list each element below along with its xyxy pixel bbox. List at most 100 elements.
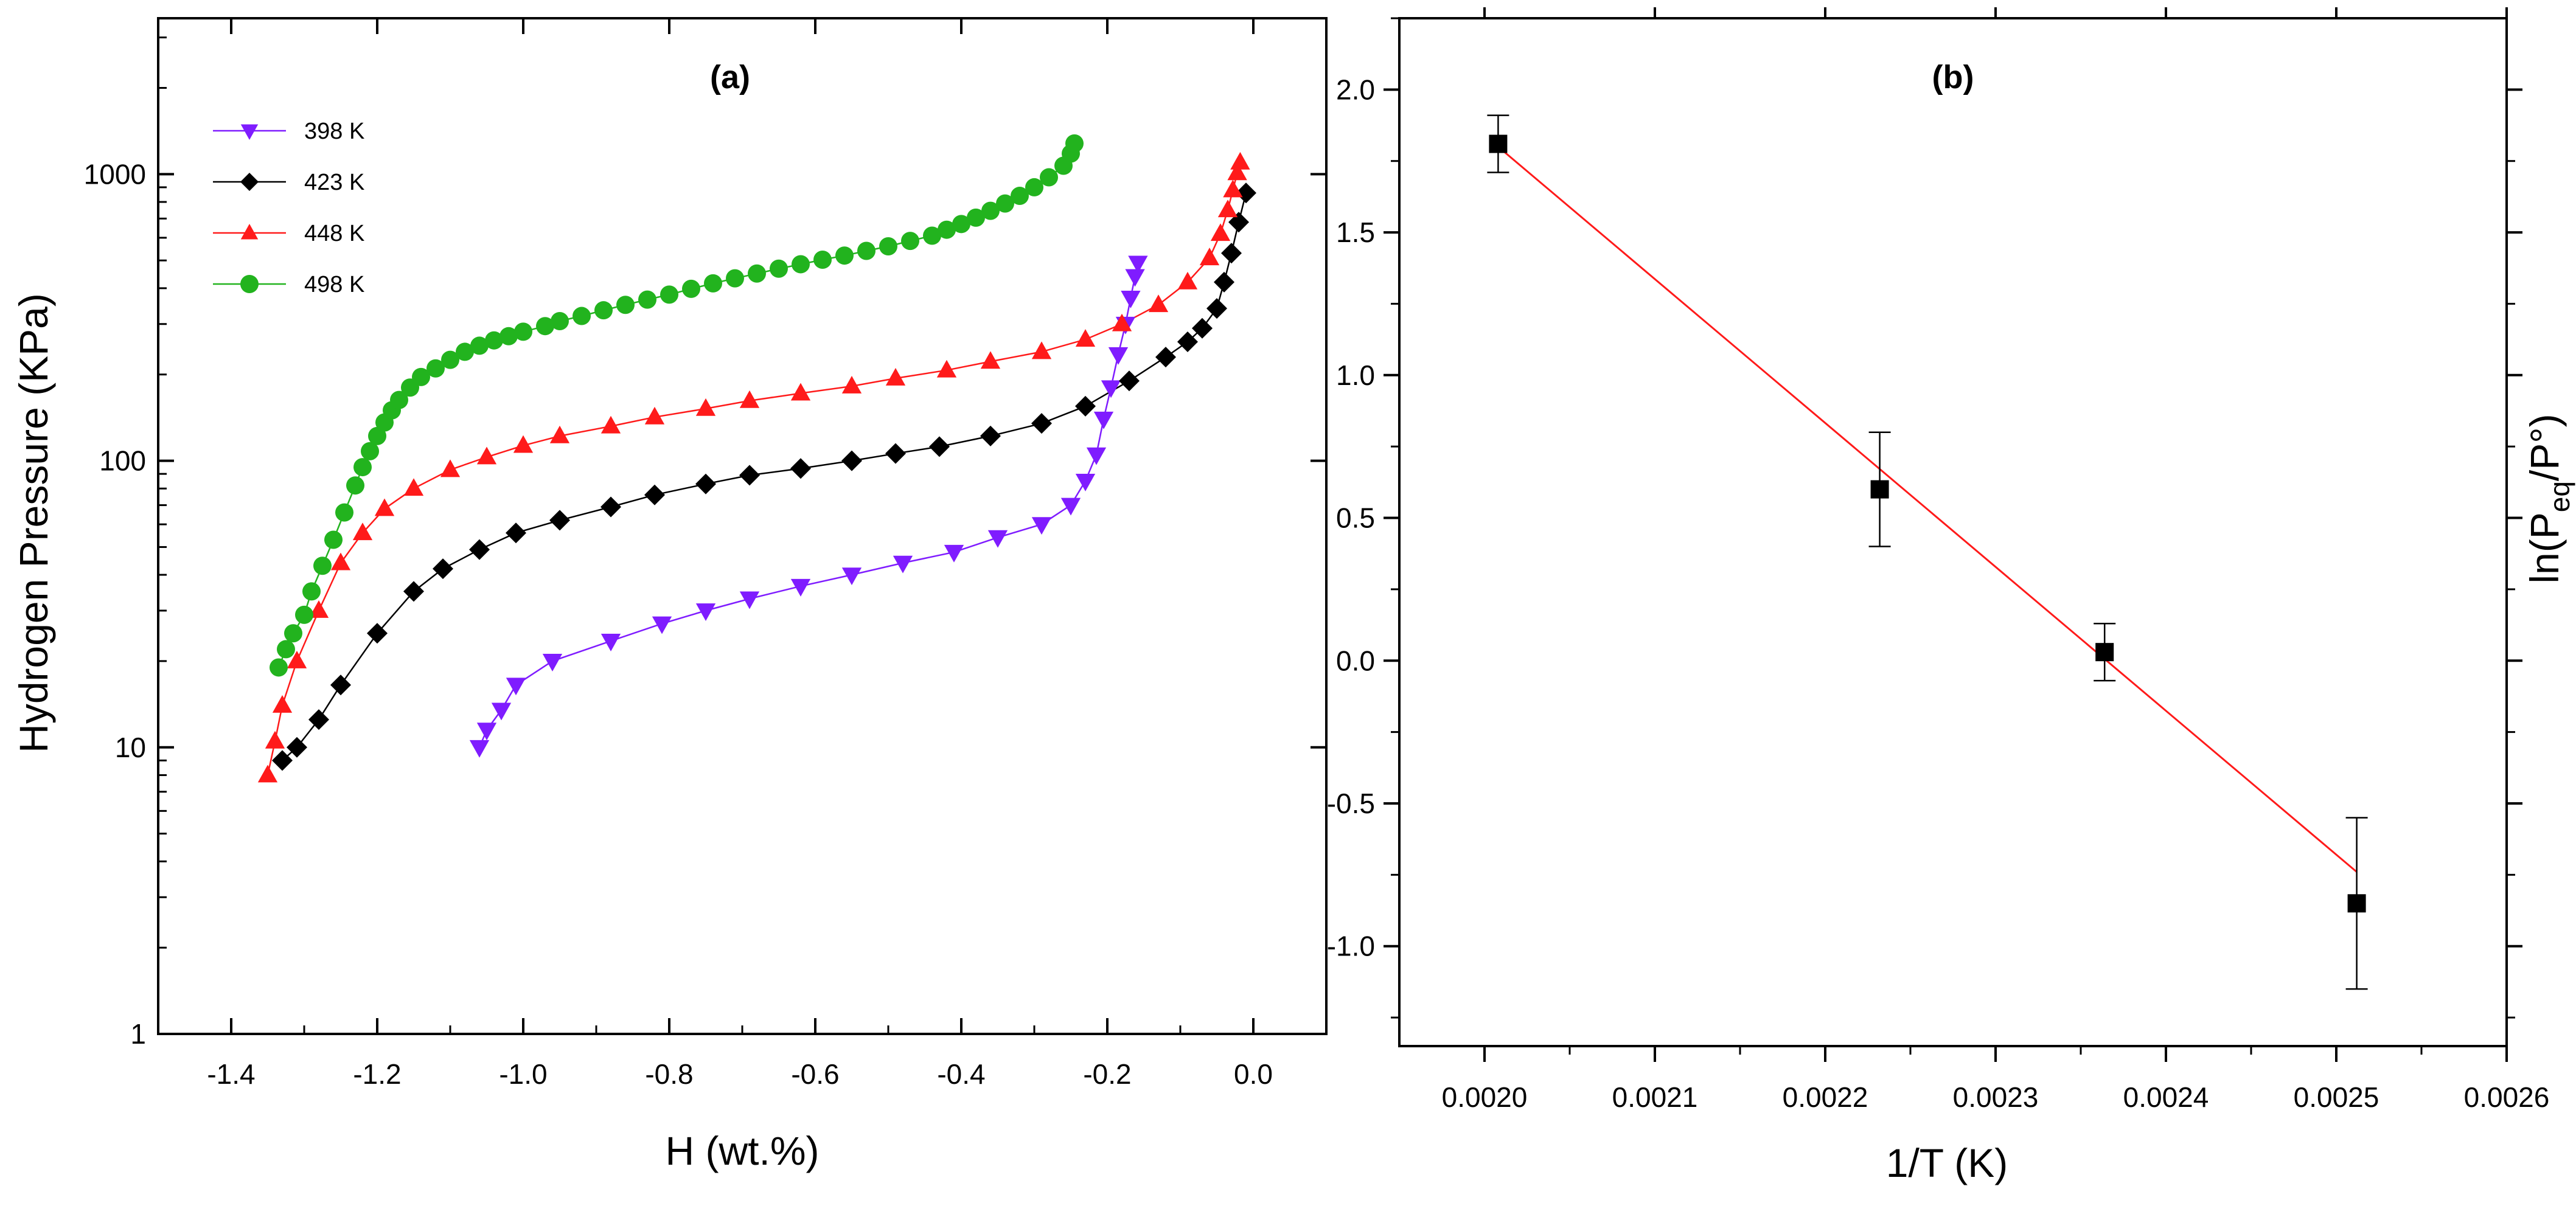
- panel-a-data-point: [272, 750, 293, 771]
- panel-a-data-point: [284, 624, 302, 643]
- panel-a-data-point: [980, 425, 1001, 446]
- panel-a-data-point: [308, 709, 329, 730]
- panel-a-data-point: [1093, 411, 1114, 429]
- panel-a-data-point: [542, 654, 563, 671]
- panel-a-data-point: [1031, 413, 1052, 434]
- panel-a-data-point: [1199, 248, 1220, 266]
- panel-a-data-point: [981, 201, 1000, 220]
- panel-a-data-point: [1192, 317, 1213, 339]
- panel-a-data-point: [440, 459, 461, 477]
- panel-a-data-point: [944, 544, 964, 563]
- legend-label: 448 K: [304, 221, 364, 246]
- panel-b-y-axis-title: ln(Peq/P°): [2522, 414, 2575, 583]
- panel-a-data-point: [506, 678, 526, 696]
- panel-a-data-point: [456, 342, 474, 361]
- panel-a-data-point: [433, 558, 453, 580]
- panel-a-data-point: [616, 296, 635, 314]
- panel-a-data-point: [1177, 271, 1198, 290]
- panel-a-data-point: [1206, 298, 1227, 319]
- panel-a-data-point: [1065, 134, 1084, 153]
- panel-a-data-point: [1155, 347, 1176, 368]
- panel-a-data-point: [1040, 168, 1058, 187]
- panel-a-data-point: [549, 510, 570, 531]
- panel-a-data-point: [1148, 294, 1169, 313]
- panel-a-data-point: [923, 226, 941, 245]
- legend-marker: [240, 124, 259, 140]
- legend-marker: [240, 275, 259, 293]
- panel-a-data-point: [996, 194, 1014, 213]
- panel-b-y-tick-label: -0.5: [1327, 788, 1375, 819]
- panel-a-data-point: [470, 336, 489, 355]
- panel-b-y-tick-label: 2.0: [1336, 74, 1375, 105]
- legend-marker: [240, 173, 259, 191]
- panel-a-data-point: [936, 359, 957, 378]
- panel-a-data-point: [841, 567, 862, 586]
- panel-a-data-point: [549, 425, 570, 443]
- panel-b-x-axis-title: 1/T (K): [1886, 1140, 2008, 1185]
- panel-a-data-point: [308, 600, 329, 618]
- panel-a-data-point: [1101, 380, 1121, 398]
- panel-b-y-tick-label: 0.0: [1336, 645, 1375, 676]
- panel-a-data-point: [506, 522, 526, 544]
- panel-b-y-axis-title-sub: eq: [2544, 481, 2575, 512]
- panel-a-data-point: [682, 279, 700, 298]
- panel-a-data-point: [302, 582, 321, 601]
- panel-b-y-axis-title-post: /P°): [2522, 414, 2567, 481]
- legend-label: 423 K: [304, 170, 364, 195]
- panel-a-data-point: [1011, 187, 1029, 206]
- panel-a-data-point: [600, 415, 621, 434]
- panel-a-data-point: [1031, 517, 1052, 535]
- panel-a-x-tick-label: -1.2: [353, 1058, 401, 1090]
- panel-a-data-point: [324, 530, 343, 549]
- panel-a-data-point: [739, 390, 760, 408]
- panel-a-data-point: [295, 605, 313, 624]
- panel-a-chart: -1.4 -1.2 -1.0 -0.8 -0.6 -0.4 -0.2 0.0 1 10 100 100…: [11, 17, 1328, 1173]
- panel-a-data-point: [1031, 341, 1052, 359]
- panel-a-data-point: [1075, 395, 1096, 417]
- panel-b-y-tick-label: -1.0: [1327, 931, 1375, 962]
- panel-a-y-tick-label: 1000: [84, 158, 146, 190]
- panel-a-data-point: [390, 390, 408, 409]
- panel-a-data-point: [893, 555, 913, 574]
- panel-a-legend: 398 K 423 K 448 K 498 K: [213, 119, 364, 297]
- panel-a-data-point: [1236, 182, 1256, 204]
- panel-a-x-tick-label: -0.4: [937, 1058, 985, 1090]
- panel-a-data-point: [313, 556, 332, 575]
- panel-a-data-point: [485, 331, 503, 350]
- panel-b-y-axis-title-pre: ln(P: [2522, 512, 2567, 583]
- panel-a-data-point: [1125, 269, 1145, 287]
- panel-b-title: (b): [1932, 59, 1974, 95]
- panel-b-series-markers: [1487, 114, 2368, 990]
- panel-a-data-point: [1210, 223, 1231, 241]
- panel-b-fit-line: [1497, 146, 2358, 873]
- panel-a-data-point: [514, 322, 532, 341]
- panel-a-data-point: [330, 674, 351, 696]
- panel-a-data-point: [790, 578, 811, 597]
- panel-a-data-point: [644, 406, 665, 425]
- panel-a-data-point: [277, 640, 295, 659]
- panel-a-data-point: [469, 740, 490, 758]
- panel-a-data-point: [792, 255, 810, 274]
- panel-a-data-point: [901, 232, 919, 251]
- panel-b-data-point: [1870, 480, 1889, 499]
- panel-a-data-point: [573, 307, 591, 325]
- panel-a-x-tick-label: -1.4: [207, 1058, 255, 1090]
- panel-a-data-point: [1108, 347, 1129, 365]
- panel-a-data-point: [1221, 243, 1242, 264]
- panel-a-data-point: [361, 442, 379, 460]
- panel-b-axis-ticks: 0.0020 0.0021 0.0022 0.0023 0.0024 0.0025 0.00…: [1327, 7, 2549, 1113]
- panel-a-data-point: [476, 446, 497, 465]
- panel-a-data-point: [770, 259, 788, 278]
- panel-a-data-point: [813, 250, 832, 269]
- panel-a-data-point: [426, 359, 445, 378]
- panel-a-data-point: [1060, 498, 1081, 516]
- panel-a-data-point: [335, 503, 353, 522]
- panel-a-series-line: [266, 162, 1241, 775]
- panel-a-data-point: [272, 695, 293, 713]
- panel-a-data-point: [513, 435, 534, 453]
- panel-a-data-point: [287, 650, 307, 668]
- panel-a-x-tick-label: -1.0: [499, 1058, 547, 1090]
- panel-a-x-tick-label: -0.8: [645, 1058, 693, 1090]
- panel-a-data-point: [551, 312, 569, 331]
